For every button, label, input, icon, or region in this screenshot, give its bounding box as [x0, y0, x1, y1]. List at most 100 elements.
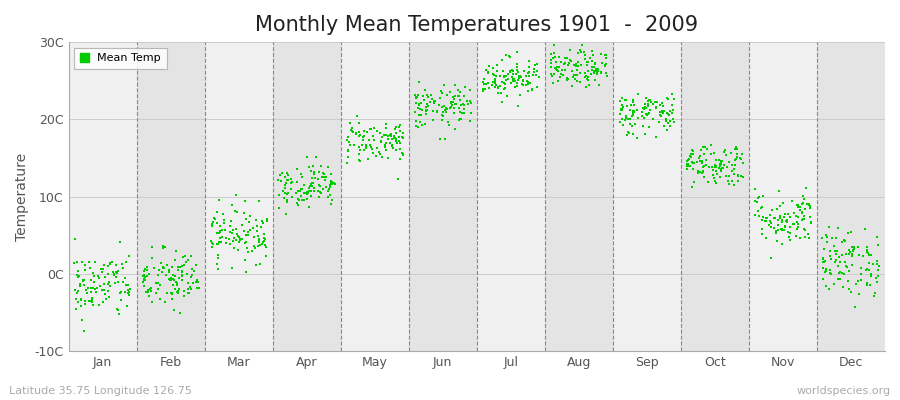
Point: [526, 72, 540, 78]
Point: [637, 114, 652, 121]
Point: [839, 251, 853, 257]
Point: [478, 86, 492, 92]
Point: [151, 272, 166, 278]
Point: [696, 164, 710, 170]
Point: [507, 76, 521, 82]
Point: [798, 234, 813, 240]
Point: [111, 267, 125, 274]
Point: [352, 157, 366, 163]
Point: [392, 138, 406, 144]
Point: [316, 170, 330, 176]
Point: [861, 252, 876, 258]
Point: [428, 98, 443, 104]
Point: [389, 130, 403, 136]
Point: [698, 174, 712, 180]
Point: [838, 259, 852, 265]
Point: [104, 261, 118, 267]
Point: [444, 104, 458, 110]
Point: [714, 158, 728, 164]
Point: [320, 174, 334, 180]
Point: [481, 70, 495, 76]
Point: [509, 60, 524, 67]
Point: [359, 143, 374, 149]
Point: [69, 272, 84, 278]
Point: [729, 156, 743, 162]
Point: [92, 274, 106, 281]
Point: [767, 215, 781, 222]
Point: [655, 110, 670, 116]
Point: [571, 50, 585, 56]
Point: [272, 192, 286, 198]
Point: [107, 271, 122, 277]
Point: [560, 76, 574, 83]
Point: [211, 255, 225, 262]
Point: [590, 70, 604, 77]
Point: [418, 110, 433, 117]
Point: [393, 140, 408, 146]
Point: [355, 142, 369, 148]
Point: [644, 107, 658, 113]
Point: [384, 131, 399, 137]
Point: [708, 180, 723, 186]
Point: [834, 252, 849, 258]
Point: [838, 262, 852, 269]
Point: [172, 286, 186, 292]
Point: [464, 110, 478, 116]
Point: [242, 212, 256, 219]
Point: [224, 217, 238, 224]
Point: [98, 291, 112, 297]
Point: [770, 230, 784, 236]
Point: [191, 279, 205, 286]
Point: [437, 103, 452, 109]
Point: [509, 83, 524, 89]
Point: [770, 217, 785, 224]
Point: [323, 178, 338, 184]
Point: [664, 90, 679, 97]
Point: [837, 238, 851, 244]
Point: [160, 290, 175, 296]
Point: [713, 162, 727, 169]
Point: [662, 108, 677, 114]
Point: [823, 267, 837, 274]
Point: [626, 96, 640, 103]
Point: [208, 216, 222, 222]
Point: [752, 212, 766, 219]
Point: [835, 270, 850, 276]
Point: [324, 180, 338, 186]
Point: [211, 240, 225, 247]
Point: [775, 217, 789, 224]
Point: [445, 100, 459, 107]
Point: [229, 237, 243, 243]
Point: [81, 285, 95, 291]
Point: [572, 70, 587, 76]
Point: [357, 128, 372, 134]
Point: [701, 179, 716, 185]
Point: [731, 172, 745, 178]
Point: [570, 71, 584, 78]
Point: [157, 243, 171, 250]
Point: [637, 131, 652, 137]
Point: [518, 68, 532, 75]
Point: [82, 258, 96, 265]
Point: [85, 295, 99, 302]
Point: [107, 280, 122, 286]
Point: [578, 52, 592, 58]
Point: [530, 68, 544, 74]
Point: [722, 159, 736, 166]
Point: [498, 85, 512, 91]
Point: [866, 260, 880, 267]
Point: [860, 246, 874, 253]
Point: [359, 142, 374, 148]
Point: [623, 107, 637, 114]
Point: [244, 248, 258, 254]
Point: [302, 185, 316, 192]
Point: [484, 82, 499, 88]
Point: [734, 150, 749, 157]
Point: [175, 263, 189, 269]
Point: [216, 211, 230, 218]
Point: [364, 144, 378, 151]
Point: [357, 147, 372, 153]
Point: [725, 162, 740, 168]
Point: [389, 136, 403, 142]
Point: [447, 95, 462, 102]
